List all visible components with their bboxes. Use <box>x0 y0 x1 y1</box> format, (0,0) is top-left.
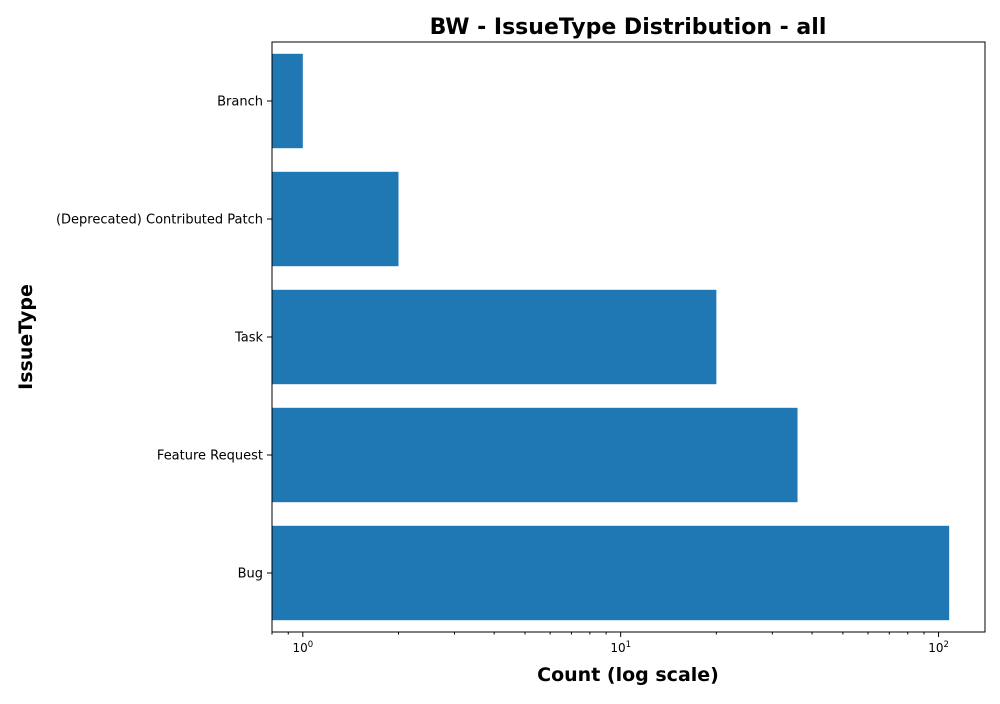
bar-2 <box>272 289 717 385</box>
x-tick-label: 101 <box>610 640 631 655</box>
bar-0 <box>272 53 303 149</box>
y-axis-ticks: Branch (Deprecated) Contributed Patch Task… <box>56 95 272 582</box>
y-tick-label: (Deprecated) Contributed Patch <box>56 213 263 228</box>
bars-group <box>272 53 950 621</box>
y-axis-label: IssueType <box>15 284 37 390</box>
y-tick-label: Task <box>234 331 264 346</box>
bar-1 <box>272 171 399 267</box>
x-tick-label: 100 <box>292 640 313 655</box>
x-axis-label: Count (log scale) <box>537 664 719 686</box>
x-axis-ticks: 100 101 102 <box>271 632 949 655</box>
y-tick-label: Branch <box>217 95 263 110</box>
x-tick-label: 102 <box>928 640 949 655</box>
plot-frame <box>271 41 986 633</box>
chart-title: BW - IssueType Distribution - all <box>430 15 827 40</box>
bar-4 <box>272 525 950 621</box>
y-tick-label: Feature Request <box>157 449 263 464</box>
bar-3 <box>272 407 798 503</box>
y-tick-label: Bug <box>238 567 263 582</box>
